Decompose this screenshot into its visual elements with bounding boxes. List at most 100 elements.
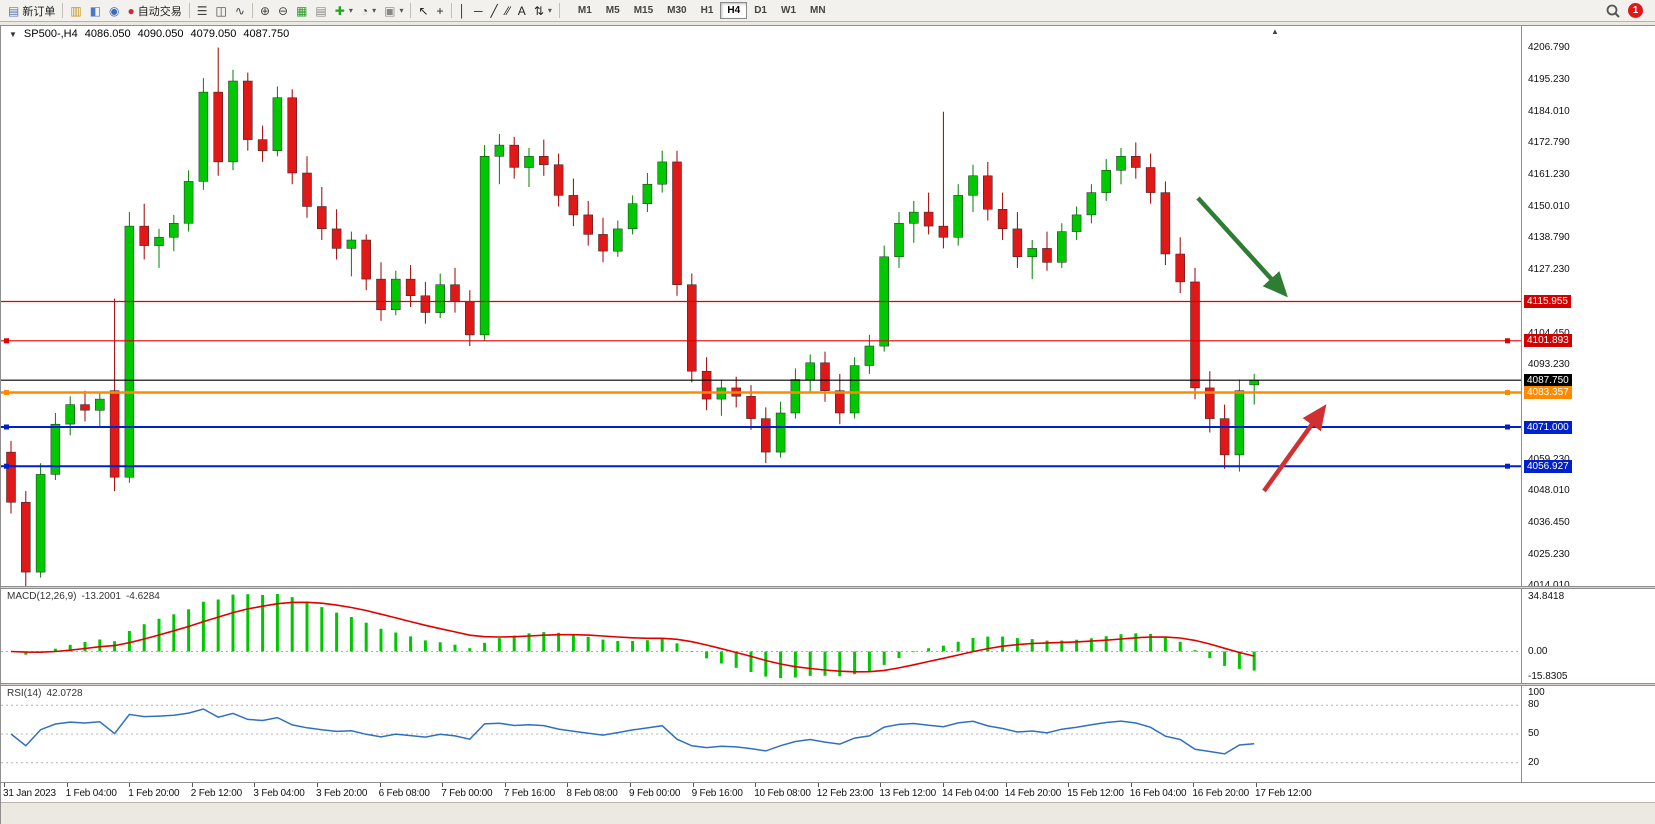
horizontal-line-button[interactable]: ─ — [470, 1, 487, 20]
price-axis-label: 4138.790 — [1528, 231, 1570, 243]
bar-chart-button[interactable]: ☰ — [193, 1, 212, 20]
zoom-in-icon: ⊕ — [259, 3, 270, 18]
horizontal-line[interactable] — [1, 424, 1521, 430]
channel-icon: ⁄⁄ — [505, 3, 510, 18]
line-chart-button[interactable]: ∿ — [231, 1, 249, 20]
price-chart[interactable] — [1, 38, 1521, 586]
chart-list-button[interactable]: ▤ — [311, 1, 330, 20]
timeframe-toolbar: M1 M5 M15 M30 H1 H4 D1 W1 MN — [571, 2, 833, 19]
text-icon: A — [517, 3, 526, 18]
timeframe-m5-button[interactable]: M5 — [605, 5, 620, 16]
tile-windows-button[interactable]: ▦ — [292, 1, 311, 20]
navigator-button[interactable]: ◉ — [105, 1, 123, 20]
panel-divider[interactable] — [1, 586, 1655, 589]
vertical-line-button[interactable]: │ — [455, 1, 471, 20]
chart-shift-marker-icon[interactable]: ▲ — [1271, 27, 1279, 36]
zoom-out-button[interactable]: ⊖ — [274, 1, 292, 20]
new-order-icon: ▤ — [8, 3, 20, 18]
time-axis-tick — [630, 783, 631, 787]
timeframe-h1-button[interactable]: H1 — [700, 5, 714, 16]
timeframe-h4-button[interactable]: H4 — [720, 2, 748, 19]
text-button[interactable]: A — [514, 1, 530, 20]
time-axis-label: 8 Feb 08:00 — [566, 788, 618, 799]
time-axis-label: 14 Feb 04:00 — [942, 788, 999, 799]
price-tag: 4083.357 — [1524, 386, 1572, 399]
price-axis[interactable]: 4206.790 4195.230 4184.010 4172.790 4161.230… — [1521, 26, 1655, 782]
line-chart-icon: ∿ — [234, 3, 245, 18]
horizontal-line[interactable] — [1, 390, 1521, 395]
timeframe-m15-button[interactable]: M15 — [633, 5, 654, 16]
price-axis-label: 4161.230 — [1528, 169, 1570, 181]
macd-axis-label: -15.8305 — [1528, 671, 1568, 682]
price-tag: 4087.750 — [1524, 373, 1572, 387]
macd-axis-label: 0.00 — [1528, 645, 1548, 657]
autotrading-button-label: 自动交易 — [137, 5, 182, 18]
add-indicator-button[interactable]: ✚ ▾ — [331, 1, 357, 20]
cursor-button[interactable]: ↖ — [414, 1, 432, 20]
horizontal-line[interactable] — [1, 338, 1521, 344]
add-indicator-icon: ✚ — [334, 3, 345, 18]
uptrend-arrow[interactable] — [1262, 404, 1327, 493]
close-value: 4087.750 — [243, 28, 290, 40]
price-axis-label: 4172.790 — [1528, 136, 1570, 148]
templates-button[interactable]: ▣ ▾ — [380, 1, 407, 20]
chart-menu-icon[interactable]: ▼ — [9, 29, 17, 39]
timeframe-m30-button[interactable]: M30 — [667, 5, 687, 16]
zoom-in-button[interactable]: ⊕ — [256, 1, 274, 20]
time-axis-tick — [1005, 783, 1007, 787]
horizontal-line[interactable] — [1, 463, 1521, 469]
time-axis-tick — [1068, 783, 1070, 787]
data-window-button[interactable]: ◧ — [86, 1, 105, 20]
market-watch-icon: ▥ — [70, 3, 82, 18]
price-tag: 4101.893 — [1524, 334, 1572, 348]
price-axis-label: 4206.790 — [1528, 42, 1570, 54]
time-axis-label: 9 Feb 16:00 — [691, 788, 743, 799]
trendline-icon: ╱ — [490, 3, 498, 18]
time-axis-label: 3 Feb 04:00 — [253, 788, 305, 799]
new-order-button[interactable]: ▤ 新订单 — [4, 1, 59, 20]
toolbar-separator — [251, 3, 253, 18]
macd-histogram — [24, 593, 1256, 679]
time-axis-label: 16 Feb 04:00 — [1129, 788, 1187, 799]
notification-badge[interactable]: 1 — [1628, 3, 1643, 18]
autotrading-button[interactable]: ● 自动交易 — [124, 1, 186, 20]
search-icon[interactable] — [1605, 3, 1621, 19]
price-axis-label: 4014.010 — [1528, 580, 1570, 591]
time-axis-tick — [755, 783, 757, 787]
chart-list-icon: ▤ — [315, 3, 327, 18]
time-axis-tick — [1193, 783, 1195, 787]
macd-indicator-label: MACD(12,26,9) -13.2001 -4.6284 — [7, 591, 165, 602]
periods-button[interactable]: ◔ ▾ — [357, 1, 380, 20]
autotrading-icon: ● — [127, 3, 135, 18]
time-axis-tick — [943, 783, 944, 787]
time-axis-label: 13 Feb 12:00 — [879, 788, 936, 799]
templates-icon: ▣ — [384, 3, 396, 18]
timeframe-w1-button[interactable]: W1 — [781, 5, 796, 16]
time-axis[interactable]: 31 Jan 2023 1 Feb 04:00 1 Feb 20:00 2 Feb 1… — [1, 782, 1655, 802]
time-axis-tick — [504, 783, 506, 787]
time-axis-label: 7 Feb 00:00 — [441, 788, 493, 799]
timeframe-d1-button[interactable]: D1 — [754, 5, 767, 16]
macd-chart[interactable] — [1, 589, 1521, 683]
time-axis-label: 16 Feb 20:00 — [1192, 788, 1249, 799]
toolbar-separator — [188, 3, 190, 18]
horizontal-line-icon: ─ — [474, 3, 483, 18]
candlestick-chart-button[interactable]: ◫ — [212, 1, 231, 20]
downtrend-arrow[interactable] — [1196, 196, 1288, 298]
crosshair-button[interactable]: + — [433, 1, 448, 20]
market-watch-button[interactable]: ▥ — [66, 1, 85, 20]
trendline-button[interactable]: ╱ — [487, 1, 502, 20]
arrows-button[interactable]: ⇅ ▾ — [530, 1, 556, 20]
cursor-icon: ↖ — [418, 3, 429, 18]
panel-divider[interactable] — [1, 683, 1655, 686]
rsi-chart[interactable] — [1, 686, 1521, 782]
time-axis-tick — [442, 783, 444, 787]
time-axis-label: 6 Feb 08:00 — [378, 788, 430, 799]
price-axis-label: 4184.010 — [1528, 105, 1570, 117]
timeframe-m1-button[interactable]: M1 — [577, 5, 592, 16]
timeframe-mn-button[interactable]: MN — [810, 5, 826, 16]
zoom-out-icon: ⊖ — [278, 3, 289, 18]
price-axis-label: 4093.230 — [1528, 358, 1570, 370]
channel-button[interactable]: ⁄⁄ — [502, 1, 514, 20]
rsi-name: RSI(14) — [7, 688, 42, 699]
